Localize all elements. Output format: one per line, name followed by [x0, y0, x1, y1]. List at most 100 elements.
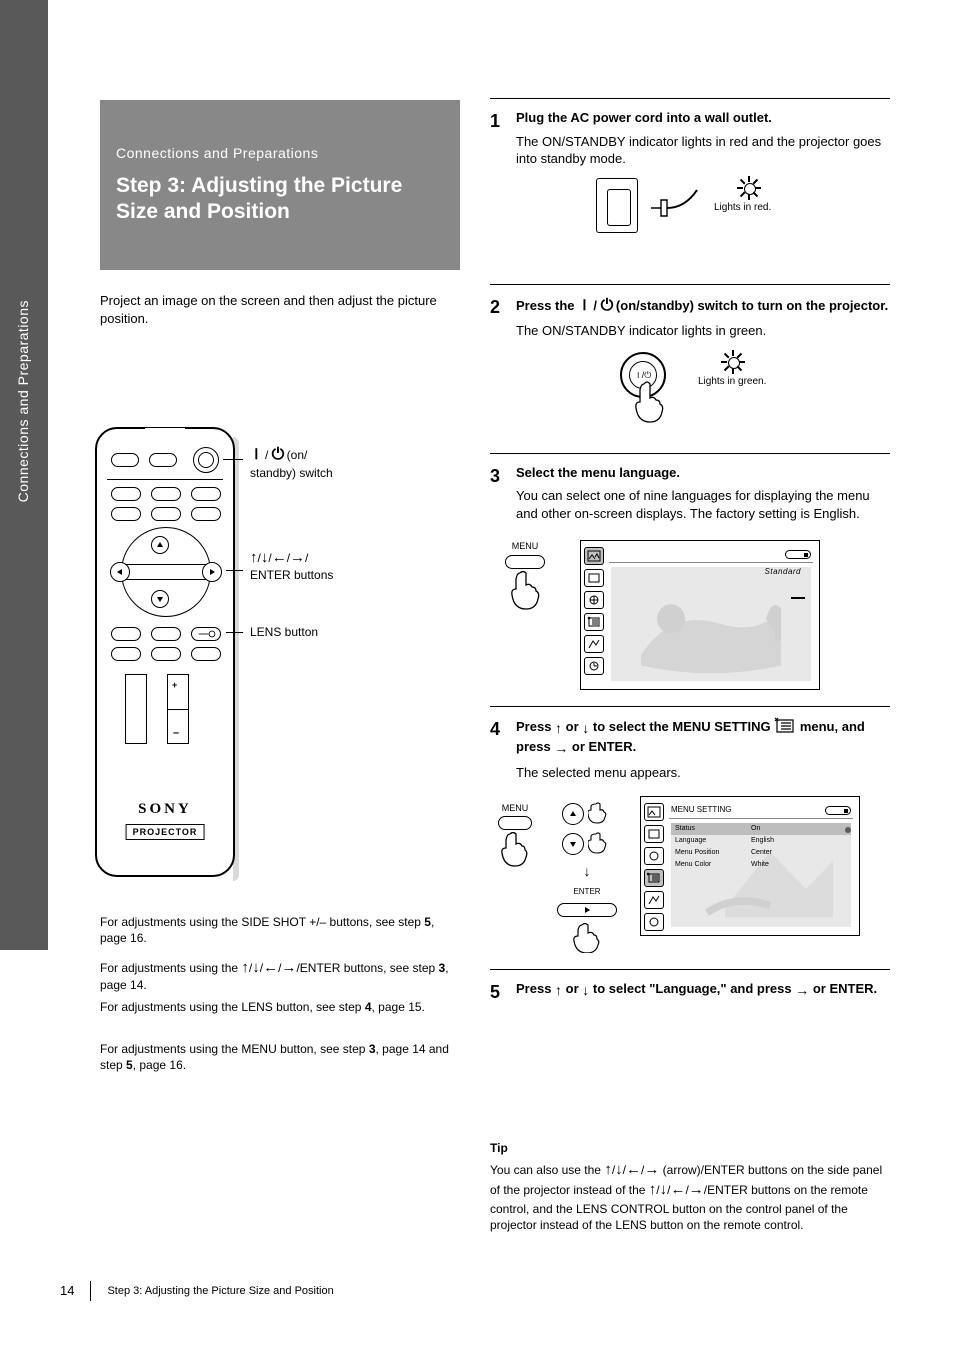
section-title: Step 3: Adjusting the Picture Size and P… [116, 173, 444, 226]
remote-up-button [151, 536, 169, 554]
menu-note: For adjustments using the MENU button, s… [100, 1042, 450, 1073]
power-cord-icon [646, 178, 706, 233]
step-number: 1 [490, 109, 516, 168]
table-row: Menu PositionCenter [671, 847, 851, 859]
osd-tab-picture-icon [644, 803, 664, 821]
step-text: Press ↑ or ↓ to select the MENU SETTING … [516, 719, 865, 754]
osd-tab-icon [584, 569, 604, 587]
osd-sel-indicator-icon [785, 550, 811, 559]
table-row: StatusOn [671, 823, 851, 835]
step-3: 3 Select the menu language. You can sele… [490, 454, 890, 707]
remote-button [151, 507, 181, 521]
spine-label: Connections and Preparations [14, 300, 33, 502]
press-menu-icon: MENU [490, 540, 560, 613]
label-arrows-enter: ↑/↓/←/→/ENTER buttons [250, 548, 420, 583]
remote-button [149, 453, 177, 467]
osd-sel-indicator-icon [825, 806, 851, 815]
osd-screen-home: Standard [580, 540, 820, 690]
osd-row-pointer-icon [845, 827, 851, 833]
remote-lens-button [191, 627, 221, 641]
step-3-illustration: MENU [490, 540, 890, 690]
lens-note: For adjustments using the LENS button, s… [100, 1000, 450, 1016]
osd-tab-icon [644, 891, 664, 909]
arrow-enter-controls-icon: ↓ ENTER [552, 802, 622, 954]
step-2-illustration: ⏽/⏻ Lights in green. [490, 352, 890, 437]
osd-tab-icon [644, 825, 664, 843]
power-indicator-icon [723, 352, 743, 372]
press-power-icon: ⏽/⏻ [612, 352, 674, 427]
osd-tab-icon [644, 913, 664, 931]
menu-button-label: MENU [490, 802, 540, 814]
step-text: Select the menu language. [516, 465, 680, 480]
label-lens: LENS button [250, 625, 318, 641]
step-2: 2 Press the ⏽ / ⏻ (on/standby) switch to… [490, 285, 890, 453]
step-number: 5 [490, 980, 516, 1004]
remote-light-button [111, 453, 139, 467]
menu-button-label: MENU [490, 540, 560, 552]
step-subtext: The ON/STANDBY indicator lights in green… [516, 322, 890, 340]
hand-icon [500, 832, 530, 868]
step-1-illustration: Lights in red. [490, 178, 890, 268]
remote-rocker [125, 674, 147, 744]
hand-icon [572, 923, 602, 953]
hand-icon [508, 571, 542, 611]
step-4-illustration: MENU ↓ ENTER [490, 796, 890, 954]
label-on-standby: ⏽ / ⏻ (on/standby) switch [250, 445, 470, 481]
osd-tab-picture-icon [584, 547, 604, 565]
osd-tab-menu-setting-icon [584, 613, 604, 631]
remote-button [111, 627, 141, 641]
remote-button [151, 627, 181, 641]
indicator-caption: Lights in red. [714, 202, 784, 214]
footer-title: Step 3: Adjusting the Picture Size and P… [107, 1284, 333, 1299]
osd-menu-rows: StatusOn LanguageEnglish Menu PositionCe… [671, 823, 851, 871]
standby-indicator-icon [739, 178, 759, 198]
table-row: LanguageEnglish [671, 835, 851, 847]
step-5: 5 Press ↑ or ↓ to select "Language," and… [490, 970, 890, 1012]
osd-tab-icon [584, 657, 604, 675]
remote-button [191, 507, 221, 521]
table-row: Menu ColorWhite [671, 859, 851, 871]
remote-power-button [193, 447, 219, 473]
remote-left-button [110, 562, 130, 582]
step-4: 4 Press ↑ or ↓ to select the MENU SETTIN… [490, 707, 890, 969]
side-spine: Connections and Preparations [0, 0, 48, 950]
tip-box: Tip You can also use the ↑/↓/←/→ (arrow)… [490, 1140, 890, 1233]
press-menu-icon: MENU [490, 802, 540, 954]
leader-line [223, 459, 243, 460]
page-footer: 14 Step 3: Adjusting the Picture Size an… [60, 1281, 890, 1301]
remote-button [191, 487, 221, 501]
tip-text: You can also use the ↑/↓/←/→ (arrow)/ENT… [490, 1160, 890, 1233]
leader-line [226, 632, 243, 633]
section-heading-panel: Connections and Preparations Step 3: Adj… [100, 100, 460, 270]
osd-standard-label: Standard [765, 567, 801, 578]
arrows-enter-note: For adjustments using the ↑/↓/←/→/ENTER … [100, 958, 450, 993]
remote-down-button [151, 590, 169, 608]
osd-screen-menu-setting: MENU SETTING StatusOn LanguageEnglish Me… [640, 796, 860, 936]
intro-text: Project an image on the screen and then … [100, 292, 460, 327]
hand-icon [634, 380, 668, 424]
osd-tab-icon [584, 591, 604, 609]
remote-right-button [202, 562, 222, 582]
page-number: 14 [60, 1282, 74, 1300]
hand-icon [588, 832, 612, 856]
osd-tab-icon [584, 635, 604, 653]
osd-title: MENU SETTING [671, 805, 731, 816]
leader-line [226, 570, 243, 571]
remote-model-label: PROJECTOR [126, 824, 205, 840]
step-subtext: The ON/STANDBY indicator lights in red a… [516, 133, 890, 168]
tip-heading: Tip [490, 1140, 890, 1156]
remote-brand-label: SONY [97, 799, 233, 819]
step-text: Press the ⏽ / ⏻ (on/standby) switch to t… [516, 298, 888, 313]
step-number: 4 [490, 717, 516, 781]
step-subtext: You can select one of nine languages for… [516, 487, 890, 522]
remote-button [151, 647, 181, 661]
steps-column: 1 Plug the AC power cord into a wall out… [490, 98, 890, 1013]
step-number: 2 [490, 295, 516, 340]
remote-side-shot-rocker: + – [167, 674, 189, 744]
osd-pointer-line [791, 597, 805, 599]
remote-menu-button [191, 647, 221, 661]
step-text: Press ↑ or ↓ to select "Language," and p… [516, 981, 877, 996]
step-subtext: The selected menu appears. [516, 764, 890, 782]
hand-icon [588, 802, 612, 826]
remote-button [111, 487, 141, 501]
